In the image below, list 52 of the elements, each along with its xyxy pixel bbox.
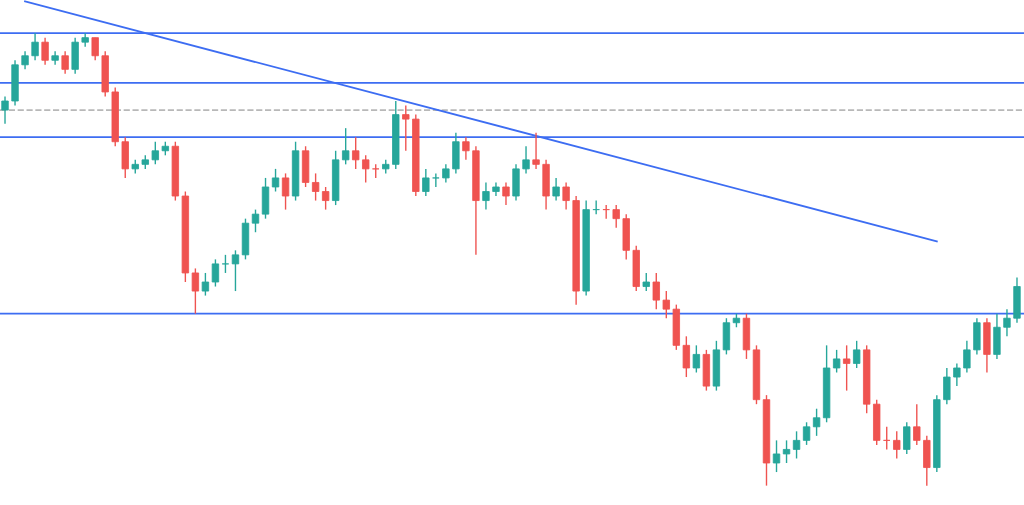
candlestick [772,439,781,473]
candlestick [652,272,660,310]
candlestick [231,249,240,292]
candlestick [812,408,821,437]
candlestick [612,204,620,229]
candlestick [21,50,29,71]
candlestick [281,172,290,211]
candlestick [522,145,530,175]
candlestick [853,340,861,369]
candlestick [362,154,370,184]
candlestick [41,36,49,66]
candlestick [692,344,701,374]
candlestick [311,172,320,202]
candlestick [1003,308,1011,338]
candlestick [271,168,280,193]
candlestick [251,208,260,233]
candlestick [953,362,961,387]
candlestick [642,272,650,292]
candlestick [832,349,841,374]
candlestick [682,335,691,378]
candlestick [91,36,99,61]
candlestick [191,267,200,315]
candlestick [482,181,490,211]
candlestick [321,186,330,211]
candlestick [562,181,570,211]
candlestick [903,421,911,455]
candlestick [402,104,410,152]
candlestick [963,340,971,374]
candlestick [802,421,811,446]
candlestick [782,439,791,464]
candlestick [893,430,901,460]
candlestick [532,131,540,170]
candlestick [151,141,159,166]
candlestick [662,290,670,319]
candlestick [943,367,951,405]
candlestick [31,32,39,61]
candlestick [442,163,450,184]
candlestick [1,95,9,125]
candlestick [61,50,69,75]
candlestick [913,403,921,446]
candlestick [842,344,851,392]
candlestick [422,168,430,197]
candlestick [462,136,470,161]
candlestick [552,177,560,202]
candlestick [502,181,510,206]
candlestick [211,258,220,288]
candlestick [352,136,360,170]
candlestick [432,172,440,188]
candlestick [201,272,210,297]
candlestick [221,254,230,274]
candlestick [342,127,350,166]
candlestick [792,430,801,460]
